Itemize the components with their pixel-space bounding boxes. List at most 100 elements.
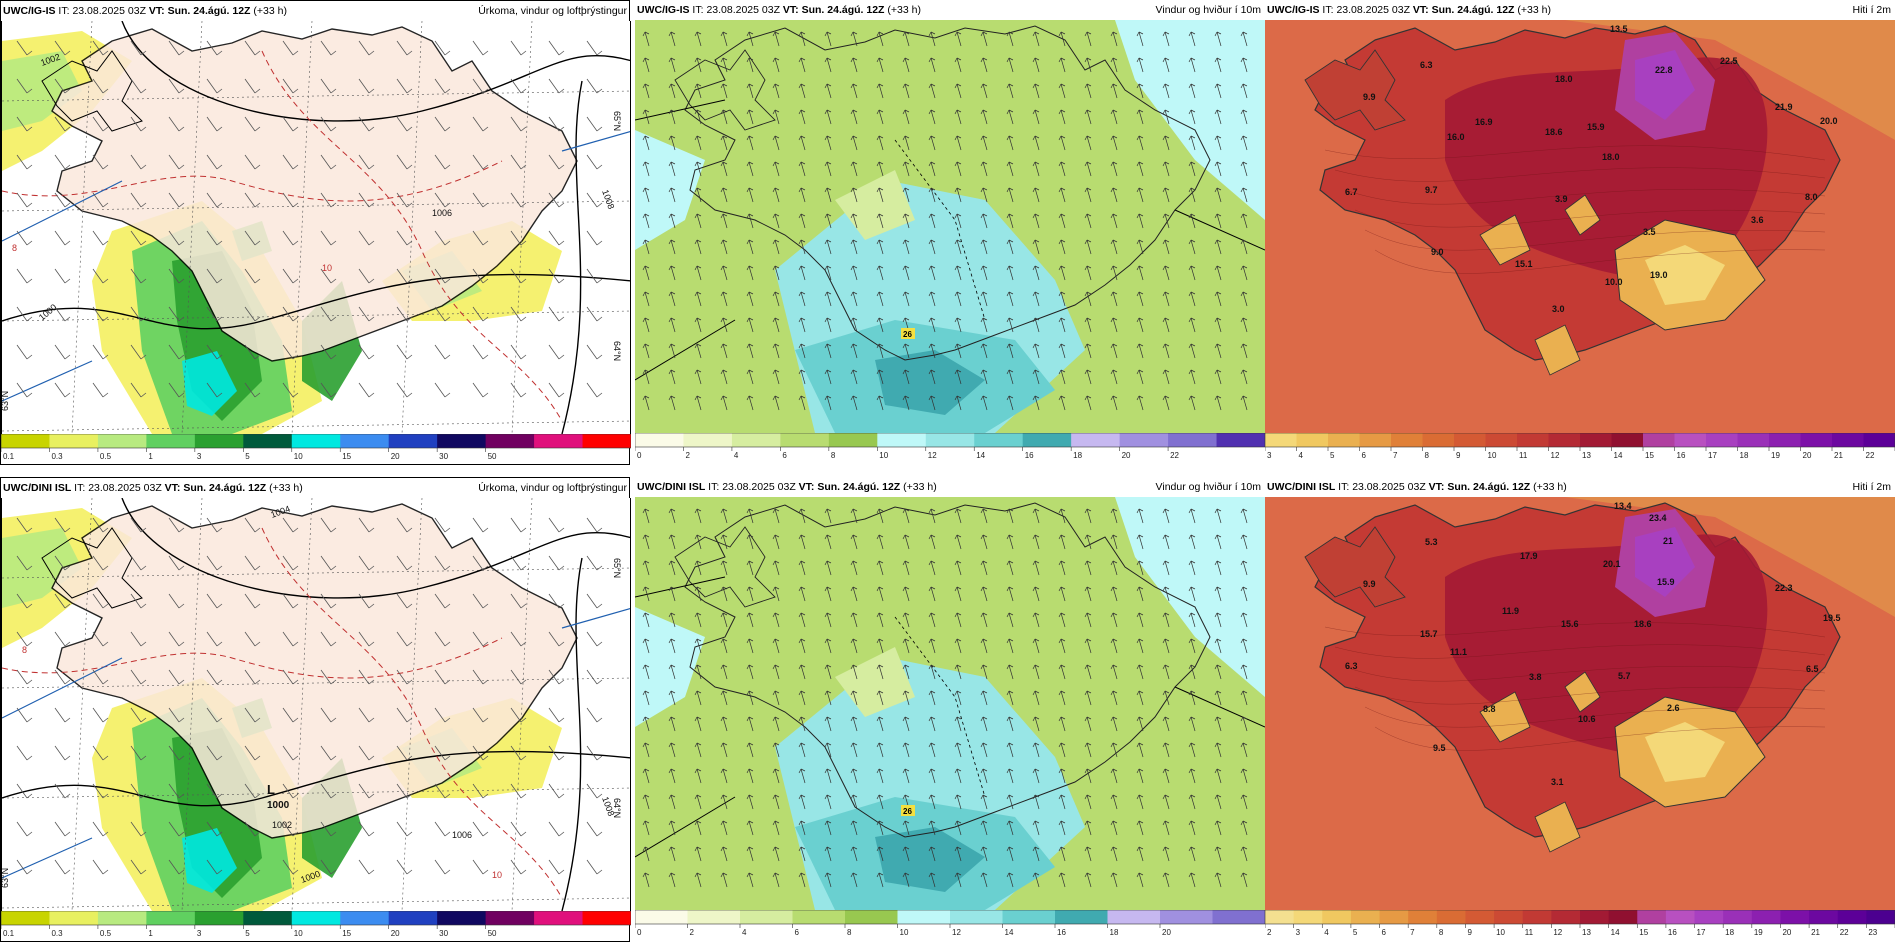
lead-time: (+33 h): [269, 482, 303, 494]
colorbar-swatch: [1119, 433, 1169, 447]
map-area[interactable]: 1002 1006 1008 1000 10 8 65°N 64°N 63°N: [1, 21, 631, 434]
wind-arrow: [954, 872, 962, 888]
wind-barb: [54, 344, 71, 360]
temp-value-label: 21: [1663, 536, 1673, 546]
wind-arrow: [1006, 872, 1014, 888]
wind-arrow: [954, 664, 962, 680]
wind-arrow: [980, 534, 988, 550]
wind-arrow: [1006, 820, 1014, 836]
temp-value-label: 3.8: [1529, 672, 1542, 682]
colorbar-swatch: [1216, 433, 1265, 447]
map-area[interactable]: 13.4 23.4 21 5.3 17.9 20.1 15.9 22.3 19.5 9.9 11.9…: [1265, 497, 1895, 910]
wind-arrow: [798, 395, 806, 411]
map-area[interactable]: 26: [635, 20, 1265, 433]
valid-time: Sun. 24.ágú. 12Z: [167, 5, 251, 17]
wind-arrow: [1240, 109, 1248, 125]
wind-arrow: [876, 742, 884, 758]
wind-arrow: [1110, 213, 1118, 229]
wind-barb: [472, 192, 489, 208]
vt-label: VT:: [798, 481, 815, 493]
wind-barb: [548, 306, 565, 322]
wind-arrow: [746, 690, 754, 706]
wind-arrow: [642, 31, 650, 47]
wind-barb: [472, 344, 489, 360]
wind-arrow: [954, 534, 962, 550]
wind-arrow: [824, 395, 832, 411]
wind-arrow: [902, 716, 910, 732]
wind-arrow: [720, 239, 728, 255]
wind-arrow: [824, 317, 832, 333]
colorbar-tick-label: 15: [1645, 451, 1654, 460]
colorbar-tick-label: 16: [1057, 928, 1066, 937]
wind-arrow: [668, 560, 676, 576]
wind-arrow: [798, 369, 806, 385]
wind-arrow: [1240, 57, 1248, 73]
wind-arrow: [798, 872, 806, 888]
wind-barb: [472, 230, 489, 246]
wind-arrow: [772, 664, 780, 680]
wind-arrow: [850, 265, 858, 281]
map-canvas[interactable]: 13.4 23.4 21 5.3 17.9 20.1 15.9 22.3 19.5 9.9 11.9…: [1265, 497, 1895, 910]
wind-barb: [54, 669, 71, 685]
map-area[interactable]: 1004 1006 1008 1002 1000 L 1000 10 8 65°N 64°N 63°N: [1, 498, 631, 911]
wind-barb: [548, 344, 565, 360]
colorbar-swatch: [1322, 910, 1352, 924]
wind-arrow: [824, 187, 832, 203]
wind-arrow: [1214, 239, 1222, 255]
wind-barb: [54, 116, 71, 132]
wind-barb: [16, 230, 33, 246]
wind-arrow: [928, 343, 936, 359]
wind-arrow: [824, 846, 832, 862]
map-label-temp: 8: [12, 243, 17, 253]
wind-barb: [320, 783, 337, 799]
wind-arrow: [1006, 846, 1014, 862]
map-area[interactable]: 26: [635, 497, 1265, 910]
wind-arrow: [1110, 161, 1118, 177]
wind-arrow: [1162, 794, 1170, 810]
map-canvas[interactable]: 26: [635, 20, 1265, 433]
map-canvas[interactable]: 13.5 6.3 9.9 18.0 22.8 22.5 16.9 16.0 18.6 15.9 21…: [1265, 20, 1895, 433]
wind-barb: [54, 707, 71, 723]
colorbar-tick-label: 20: [391, 929, 400, 938]
wind-arrow: [1162, 213, 1170, 229]
colorbar-tick-label: 10: [294, 929, 303, 938]
wind-arrow: [902, 586, 910, 602]
wind-arrow: [798, 534, 806, 550]
wind-arrow: [928, 820, 936, 836]
wind-arrow: [668, 612, 676, 628]
map-area[interactable]: 13.5 6.3 9.9 18.0 22.8 22.5 16.9 16.0 18.6 15.9 21…: [1265, 20, 1895, 433]
colorbar-swatch: [1809, 910, 1839, 924]
wind-arrow: [824, 690, 832, 706]
wind-arrow: [980, 690, 988, 706]
wind-arrow: [980, 135, 988, 151]
colorbar-swatch: [1832, 433, 1864, 447]
colorbar-tick-label: 4: [1299, 451, 1304, 460]
colorbar-tick-label: 15: [1639, 928, 1648, 937]
wind-arrow: [1058, 768, 1066, 784]
wind-barb: [54, 382, 71, 398]
wind-barb: [548, 268, 565, 284]
wind-arrow: [1032, 109, 1040, 125]
wind-arrow: [746, 369, 754, 385]
wind-barb: [130, 859, 147, 875]
wind-arrow: [824, 343, 832, 359]
wind-arrow: [1084, 31, 1092, 47]
wind-arrow: [772, 534, 780, 550]
wind-barb: [168, 154, 185, 170]
wind-barb: [396, 631, 413, 647]
wind-barb: [282, 116, 299, 132]
wind-arrow: [850, 820, 858, 836]
colorbar-swatch: [1436, 910, 1466, 924]
wind-arrow: [980, 638, 988, 654]
map-canvas[interactable]: 26: [635, 497, 1265, 910]
wind-arrow: [720, 534, 728, 550]
wind-arrow: [746, 239, 754, 255]
wind-barb: [206, 344, 223, 360]
wind-arrow: [694, 31, 702, 47]
map-panel-wind: UWC/DINI ISL IT: 23.08.2025 03Z VT: Sun.…: [635, 477, 1265, 942]
wind-arrow: [1084, 664, 1092, 680]
wind-arrow: [1006, 291, 1014, 307]
